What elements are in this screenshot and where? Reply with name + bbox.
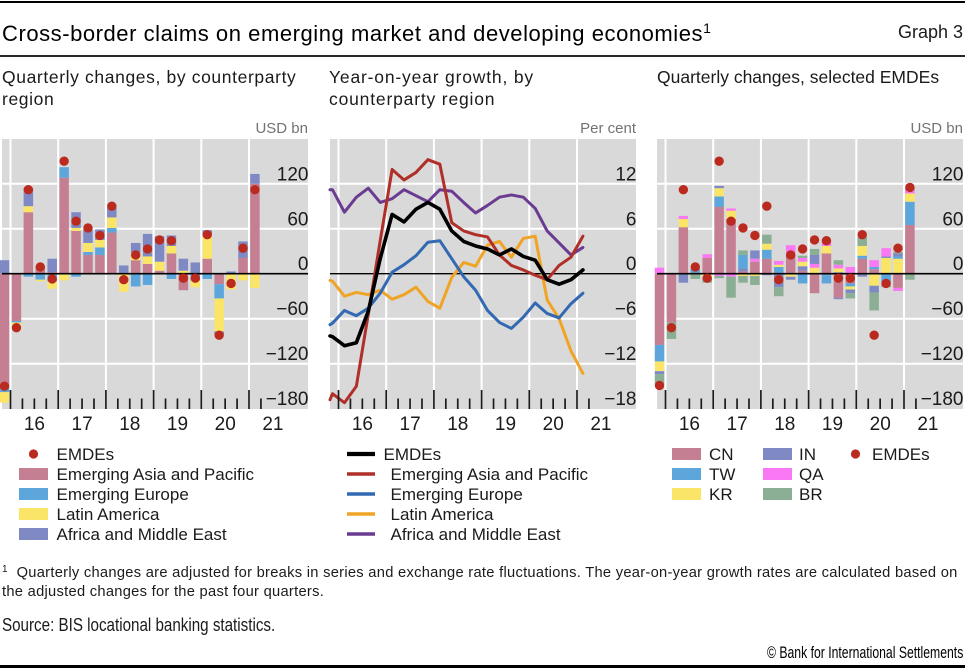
svg-text:Emerging Asia and Pacific: Emerging Asia and Pacific [391, 465, 589, 484]
svg-text:−60: −60 [276, 299, 308, 320]
svg-text:20: 20 [870, 414, 891, 435]
svg-text:Africa and Middle East: Africa and Middle East [391, 525, 561, 544]
svg-text:CN: CN [709, 445, 734, 464]
svg-text:EMDEs: EMDEs [384, 445, 442, 464]
svg-text:12: 12 [615, 165, 636, 186]
svg-text:19: 19 [494, 414, 515, 435]
svg-text:−180: −180 [266, 389, 309, 410]
svg-text:Latin America: Latin America [391, 505, 495, 524]
svg-text:−12: −12 [604, 344, 636, 365]
svg-text:18: 18 [119, 414, 140, 435]
svg-text:20: 20 [542, 414, 563, 435]
svg-text:IN: IN [799, 445, 816, 464]
svg-text:−120: −120 [266, 344, 309, 365]
svg-text:60: 60 [942, 210, 963, 231]
svg-text:Latin America: Latin America [57, 505, 161, 524]
svg-text:Emerging Asia and Pacific: Emerging Asia and Pacific [57, 465, 255, 484]
svg-text:Emerging Europe: Emerging Europe [391, 485, 523, 504]
svg-text:−18: −18 [604, 389, 636, 410]
svg-text:19: 19 [822, 414, 843, 435]
svg-text:Africa and Middle East: Africa and Middle East [57, 525, 227, 544]
svg-text:−6: −6 [614, 299, 636, 320]
svg-text:120: 120 [932, 165, 964, 186]
svg-text:KR: KR [709, 485, 733, 504]
svg-text:Emerging Europe: Emerging Europe [57, 485, 189, 504]
svg-text:60: 60 [287, 210, 308, 231]
svg-text:0: 0 [953, 254, 964, 275]
svg-text:16: 16 [24, 414, 45, 435]
svg-text:−60: −60 [931, 299, 963, 320]
svg-text:0: 0 [298, 254, 309, 275]
svg-text:−180: −180 [921, 389, 964, 410]
svg-text:21: 21 [590, 414, 611, 435]
svg-text:16: 16 [679, 414, 700, 435]
svg-text:17: 17 [727, 414, 748, 435]
svg-text:16: 16 [351, 414, 372, 435]
svg-text:21: 21 [917, 414, 938, 435]
svg-text:6: 6 [625, 210, 636, 231]
svg-text:21: 21 [262, 414, 283, 435]
svg-text:EMDEs: EMDEs [872, 445, 930, 464]
svg-text:120: 120 [277, 165, 309, 186]
svg-text:−120: −120 [921, 344, 964, 365]
svg-text:EMDEs: EMDEs [57, 445, 115, 464]
svg-text:0: 0 [625, 254, 636, 275]
svg-text:17: 17 [399, 414, 420, 435]
svg-text:QA: QA [799, 465, 824, 484]
svg-text:18: 18 [774, 414, 795, 435]
svg-text:19: 19 [167, 414, 188, 435]
svg-text:18: 18 [447, 414, 468, 435]
svg-text:20: 20 [215, 414, 236, 435]
svg-text:17: 17 [72, 414, 93, 435]
svg-text:TW: TW [709, 465, 735, 484]
svg-text:BR: BR [799, 485, 823, 504]
